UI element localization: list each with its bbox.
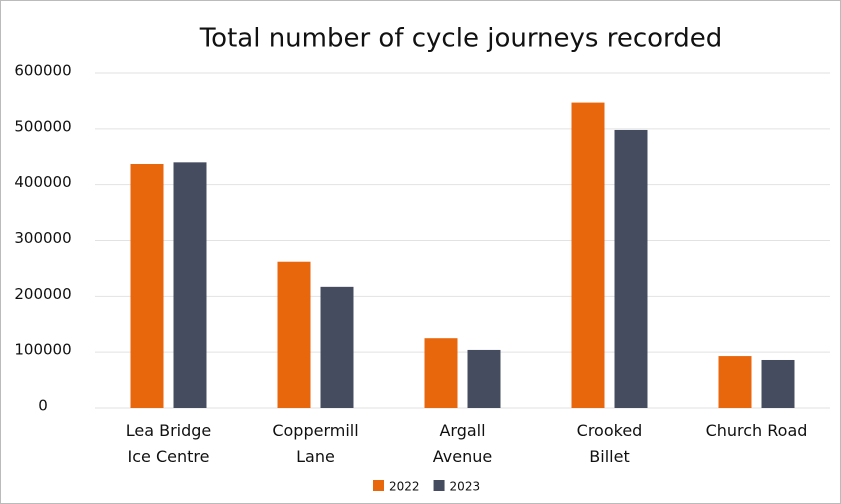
bar: [614, 129, 648, 408]
y-tick-label: 300000: [14, 229, 71, 247]
bar: [571, 102, 605, 408]
legend-label: 2023: [450, 480, 481, 494]
bar: [718, 356, 752, 408]
legend-swatch: [373, 480, 384, 491]
y-tick-label: 200000: [14, 285, 71, 303]
chart-title: Total number of cycle journeys recorded: [199, 24, 723, 54]
legend-swatch: [433, 480, 445, 491]
y-tick-label: 400000: [14, 173, 71, 191]
bar: [761, 359, 795, 408]
bar: [130, 164, 164, 408]
x-tick-label: Crooked Billet: [576, 421, 643, 466]
x-tick-label: Argall Avenue: [432, 421, 493, 466]
bar: [467, 349, 501, 408]
x-tick-label: Church Road: [705, 421, 808, 440]
bar: [173, 162, 207, 408]
y-tick-label: 600000: [14, 62, 71, 80]
x-tick-label: Coppermill Lane: [272, 421, 359, 466]
bar: [277, 261, 311, 408]
legend-label: 2022: [389, 480, 420, 494]
bar: [424, 338, 458, 408]
y-tick-label: 500000: [14, 117, 71, 135]
bar: [320, 286, 354, 408]
x-tick-label: Lea Bridge Ice Centre: [125, 421, 212, 466]
y-tick-label: 0: [38, 397, 48, 415]
y-tick-label: 100000: [14, 341, 71, 359]
